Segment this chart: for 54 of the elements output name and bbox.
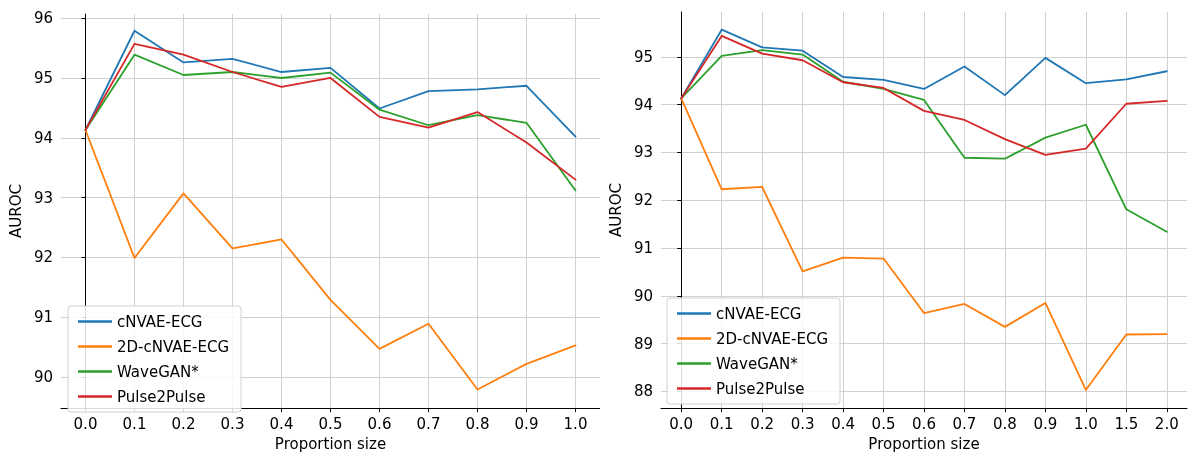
- y-tick-label: 92: [33, 248, 53, 267]
- y-tick-label: 94: [33, 128, 53, 147]
- y-axis-title: AUROC: [606, 183, 625, 238]
- y-axis-title: AUROC: [6, 184, 25, 239]
- x-tick-label: 1.0: [1073, 414, 1098, 433]
- legend-label: WaveGAN*: [716, 354, 799, 373]
- legend-label: Pulse2Pulse: [716, 379, 805, 398]
- x-tick-label: 0.7: [416, 414, 441, 433]
- x-tick-label: 0.8: [992, 414, 1017, 433]
- x-tick-label: 0.3: [790, 414, 815, 433]
- line-series: [680, 34, 1168, 156]
- line-series: [84, 29, 577, 138]
- x-tick-label: 1.5: [1114, 414, 1139, 433]
- x-tick-label: 0.1: [122, 414, 147, 433]
- y-tick-label: 93: [33, 188, 53, 207]
- y-tick-label: 90: [633, 286, 653, 305]
- x-axis-title: Proportion size: [868, 434, 980, 453]
- x-tick-label: 0.6: [912, 414, 936, 433]
- x-tick-label: 0.3: [220, 414, 245, 433]
- x-tick-label: 0.9: [1033, 414, 1058, 433]
- x-tick-label: 1.0: [563, 414, 588, 433]
- legend-label: Pulse2Pulse: [117, 387, 206, 406]
- x-tick-label: 0.2: [750, 414, 775, 433]
- y-tick-label: 95: [633, 47, 653, 66]
- legend-label: WaveGAN*: [117, 362, 200, 381]
- y-tick-label: 90: [33, 368, 53, 386]
- y-tick-label: 93: [633, 143, 653, 162]
- y-tick-label: 96: [33, 9, 53, 28]
- x-tick-label: 0.6: [367, 414, 392, 433]
- x-tick-label: 0.5: [318, 414, 343, 433]
- x-tick-label: 2.0: [1154, 414, 1179, 433]
- legend-label: cNVAE-ECG: [117, 312, 203, 331]
- legend-label: 2D-cNVAE-ECG: [716, 329, 829, 348]
- legend-label: 2D-cNVAE-ECG: [117, 337, 230, 356]
- y-tick-label: 94: [633, 95, 653, 114]
- line-series: [84, 129, 577, 391]
- x-axis-title: Proportion size: [274, 434, 387, 453]
- y-tick-label: 92: [633, 191, 653, 210]
- legend-label: cNVAE-ECG: [716, 304, 802, 323]
- y-tick-label: 91: [633, 239, 653, 258]
- y-tick-label: 91: [33, 308, 53, 327]
- x-tick-label: 0.7: [952, 414, 977, 433]
- x-tick-label: 0.9: [514, 414, 539, 433]
- x-tick-label: 0.1: [709, 414, 734, 433]
- x-tick-label: 0.2: [171, 414, 196, 433]
- x-tick-label: 0.4: [269, 414, 294, 433]
- y-tick-label: 88: [633, 382, 653, 401]
- y-tick-label: 95: [33, 68, 53, 87]
- x-tick-label: 0.0: [669, 414, 694, 433]
- y-tick-label: 89: [633, 334, 653, 353]
- x-tick-label: 0.8: [465, 414, 490, 433]
- x-tick-label: 0.4: [831, 414, 855, 433]
- x-tick-label: 0.5: [871, 414, 896, 433]
- x-tick-label: 0.0: [73, 414, 98, 433]
